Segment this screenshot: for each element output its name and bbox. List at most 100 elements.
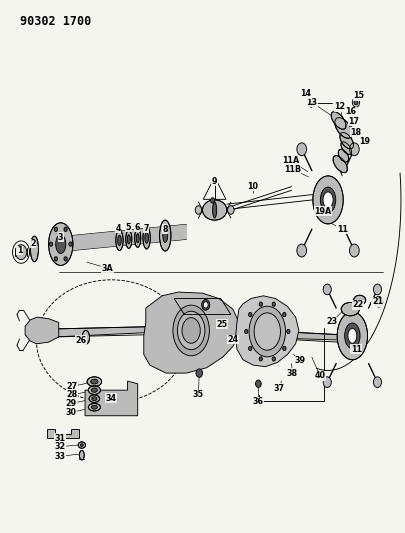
Circle shape	[64, 257, 67, 261]
Text: 11A: 11A	[282, 157, 299, 165]
Ellipse shape	[249, 306, 286, 357]
Ellipse shape	[136, 233, 139, 243]
Polygon shape	[85, 381, 138, 416]
Ellipse shape	[49, 223, 73, 265]
Circle shape	[297, 244, 307, 257]
Ellipse shape	[341, 142, 352, 155]
Ellipse shape	[145, 232, 148, 243]
Text: 12: 12	[335, 102, 346, 111]
Text: 15: 15	[353, 92, 364, 100]
Circle shape	[283, 346, 286, 351]
Circle shape	[195, 206, 202, 214]
Circle shape	[211, 198, 215, 203]
Ellipse shape	[182, 318, 200, 343]
Text: 1: 1	[17, 246, 22, 255]
Text: 33: 33	[54, 452, 66, 461]
Text: 36: 36	[253, 398, 264, 406]
Circle shape	[283, 312, 286, 317]
Text: 11: 11	[351, 345, 362, 353]
Text: 30: 30	[65, 408, 77, 417]
Text: 21: 21	[372, 297, 383, 306]
Ellipse shape	[202, 200, 227, 220]
Polygon shape	[144, 292, 239, 373]
Circle shape	[54, 227, 58, 231]
Text: 13: 13	[306, 98, 318, 107]
Ellipse shape	[338, 149, 349, 162]
Circle shape	[69, 242, 72, 246]
Text: 32: 32	[54, 442, 66, 451]
Ellipse shape	[127, 235, 130, 244]
Circle shape	[350, 143, 359, 156]
Ellipse shape	[78, 442, 85, 448]
Circle shape	[249, 312, 252, 317]
Circle shape	[259, 357, 262, 361]
Polygon shape	[239, 329, 340, 340]
Ellipse shape	[323, 192, 333, 208]
Text: 34: 34	[106, 394, 117, 402]
Ellipse shape	[30, 236, 38, 262]
Text: 24: 24	[227, 335, 239, 344]
Text: 5: 5	[126, 223, 131, 232]
Ellipse shape	[82, 330, 90, 344]
Text: 17: 17	[348, 117, 359, 126]
Text: 22: 22	[352, 301, 364, 309]
Text: 4: 4	[115, 224, 121, 232]
Ellipse shape	[87, 377, 102, 386]
Ellipse shape	[92, 397, 97, 401]
Text: 3A: 3A	[101, 264, 113, 272]
Ellipse shape	[79, 450, 84, 460]
Text: 37: 37	[274, 384, 285, 392]
Text: 26: 26	[75, 336, 87, 344]
Ellipse shape	[335, 118, 352, 138]
Circle shape	[297, 143, 307, 156]
Ellipse shape	[341, 303, 360, 316]
Ellipse shape	[88, 403, 100, 411]
Text: 27: 27	[66, 382, 78, 391]
Ellipse shape	[340, 133, 354, 149]
Circle shape	[376, 298, 381, 305]
Circle shape	[350, 244, 359, 257]
Text: 11B: 11B	[284, 165, 301, 174]
Text: 25: 25	[216, 320, 228, 328]
Text: 90302 1700: 90302 1700	[20, 15, 92, 28]
Ellipse shape	[91, 379, 98, 384]
Ellipse shape	[354, 295, 366, 305]
Text: 29: 29	[65, 399, 77, 408]
Text: 31: 31	[54, 434, 66, 442]
Ellipse shape	[313, 176, 343, 224]
Polygon shape	[25, 317, 59, 344]
Ellipse shape	[160, 220, 171, 251]
Circle shape	[272, 302, 275, 306]
Circle shape	[272, 357, 275, 361]
Ellipse shape	[55, 235, 66, 253]
Ellipse shape	[345, 323, 360, 349]
Ellipse shape	[337, 312, 368, 360]
Text: 16: 16	[345, 108, 356, 116]
Ellipse shape	[116, 230, 123, 251]
Circle shape	[373, 284, 382, 295]
Circle shape	[287, 329, 290, 334]
Text: 14: 14	[300, 90, 311, 98]
Ellipse shape	[348, 328, 357, 343]
Circle shape	[54, 257, 58, 261]
Circle shape	[228, 206, 234, 214]
Circle shape	[15, 245, 27, 260]
Polygon shape	[61, 224, 186, 252]
Ellipse shape	[254, 313, 281, 350]
Polygon shape	[47, 429, 79, 438]
Text: 28: 28	[66, 391, 78, 399]
Circle shape	[323, 377, 331, 387]
Text: 6: 6	[134, 223, 140, 232]
Text: 35: 35	[193, 390, 204, 399]
Text: 10: 10	[247, 182, 258, 191]
Text: 11: 11	[337, 225, 348, 233]
Ellipse shape	[331, 112, 346, 129]
Circle shape	[373, 377, 382, 387]
Ellipse shape	[163, 229, 168, 243]
Text: 7: 7	[143, 224, 149, 232]
Text: 2: 2	[30, 239, 36, 248]
Ellipse shape	[80, 443, 83, 446]
Circle shape	[196, 369, 202, 377]
Text: 39: 39	[294, 357, 305, 365]
Polygon shape	[236, 296, 299, 367]
